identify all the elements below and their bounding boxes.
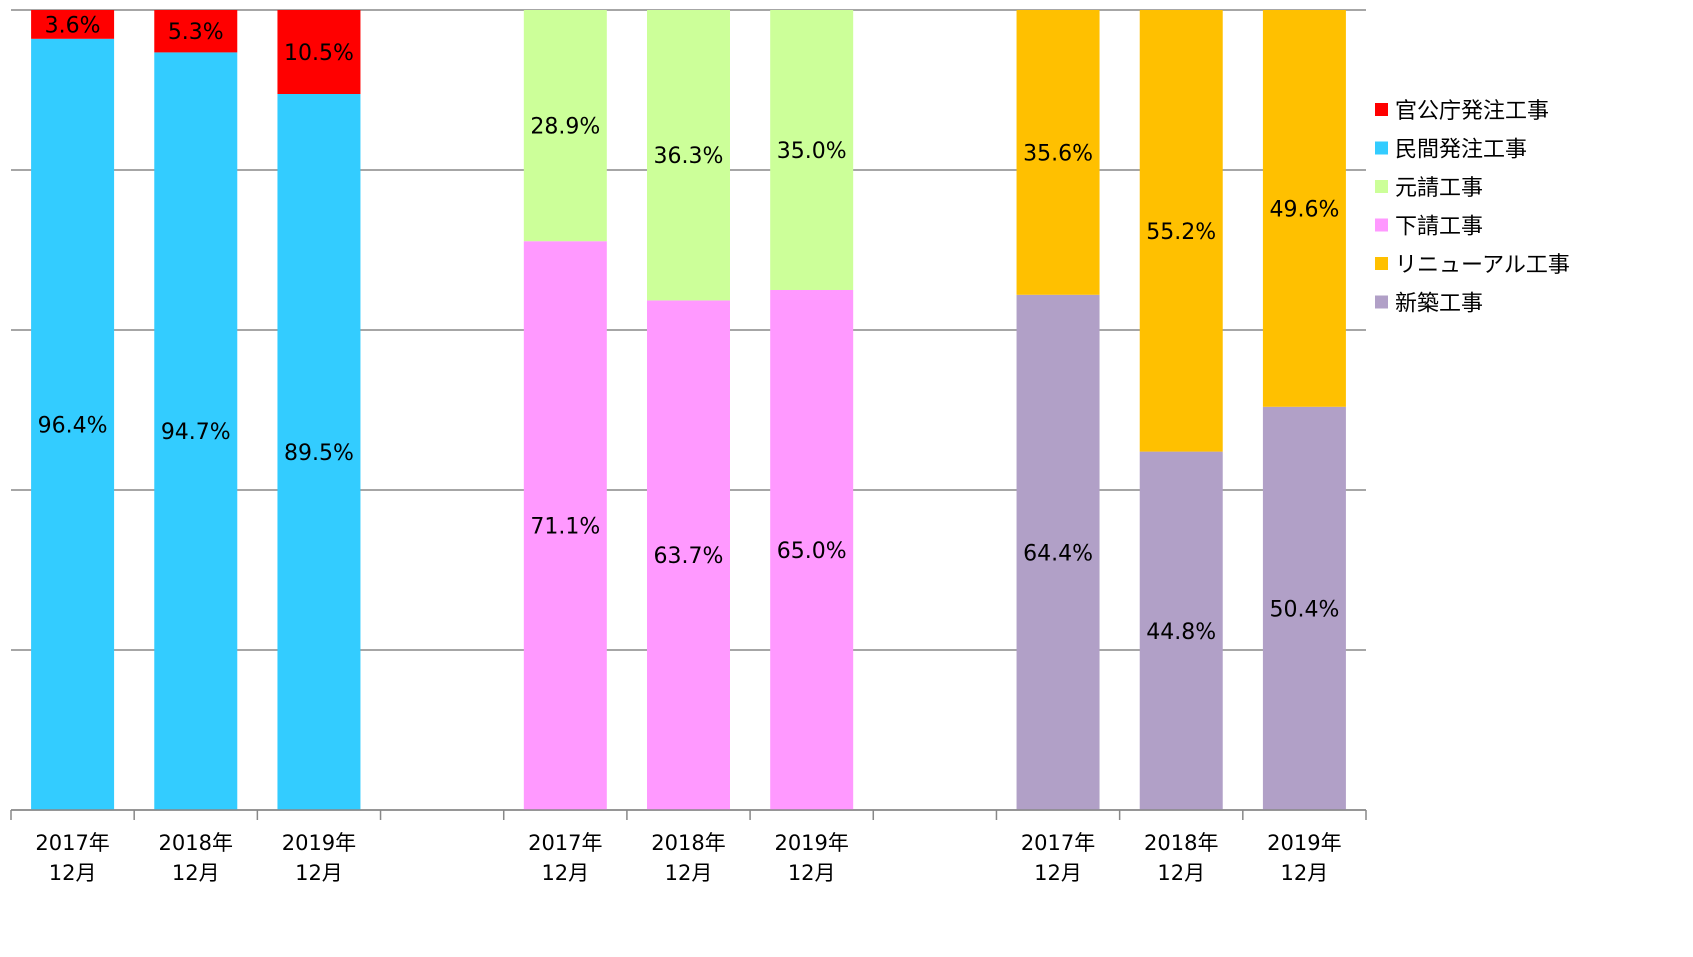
legend-item: 官公庁発注工事 [1375, 99, 1549, 124]
bar-新築工事-9 [1139, 451, 1223, 810]
data-labels: 96.4% 3.6% 94.7% 5.3% 89.5% 10.5% 71.1% 28.9% 63… [38, 13, 1340, 644]
bar-官公庁発注工事-0 [31, 10, 115, 39]
bar-新築工事-8 [1016, 294, 1100, 810]
data-label: 35.6% [1023, 141, 1093, 166]
data-label: 96.4% [38, 413, 108, 438]
bar-新築工事-10 [1262, 406, 1346, 810]
legend-swatch [1375, 103, 1388, 116]
legend-label: 下請工事 [1395, 215, 1483, 240]
data-label: 63.7% [654, 544, 724, 569]
x-tick-label: 2017年 12月 [35, 831, 109, 885]
legend-item: 新築工事 [1375, 292, 1483, 317]
x-tick-label: 2018年 12月 [159, 831, 233, 885]
data-label: 5.3% [168, 20, 224, 45]
bar-元請工事-5 [647, 10, 730, 301]
legend-item: 民間発注工事 [1375, 138, 1527, 163]
data-label: 65.0% [777, 539, 847, 564]
legend-swatch [1375, 141, 1388, 155]
data-label: 89.5% [284, 441, 354, 466]
data-label: 10.5% [284, 41, 354, 66]
bar-民間発注工事-0 [31, 38, 115, 811]
legend-swatch [1375, 218, 1388, 232]
bar-官公庁発注工事-1 [154, 10, 238, 53]
data-label: 64.4% [1023, 541, 1093, 566]
legend-swatch [1375, 257, 1388, 270]
x-tick-label: 2018年 12月 [651, 831, 725, 885]
data-label: 50.4% [1269, 597, 1339, 622]
x-tick-label: 2019年 12月 [282, 831, 356, 885]
legend-label: リニューアル工事 [1395, 253, 1570, 278]
legend-swatch [1375, 180, 1388, 193]
data-label: 49.6% [1269, 197, 1339, 222]
data-label: 55.2% [1146, 220, 1216, 245]
x-tick-label: 2019年 12月 [774, 831, 848, 885]
bar-官公庁発注工事-2 [277, 10, 361, 94]
bar-民間発注工事-1 [154, 52, 238, 810]
data-label: 3.6% [45, 13, 101, 38]
legend-swatch [1375, 295, 1388, 309]
data-label: 44.8% [1146, 620, 1216, 645]
bar-下請工事-5 [647, 300, 730, 810]
bar-リニューアル工事-9 [1139, 10, 1223, 452]
x-axis: 2017年 12月 2018年 12月 2019年 12月 2017年 12月 2018年 12月… [10, 809, 1367, 885]
bar-元請工事-4 [523, 10, 607, 242]
data-label: 35.0% [777, 139, 847, 164]
bar-下請工事-4 [523, 241, 607, 810]
legend-label: 新築工事 [1395, 292, 1483, 317]
x-tick-label: 2019年 12月 [1267, 831, 1341, 885]
bar-リニューアル工事-10 [1262, 10, 1346, 407]
data-label: 36.3% [654, 144, 724, 169]
bar-元請工事-6 [770, 10, 854, 290]
bar-民間発注工事-2 [277, 94, 361, 810]
legend-label: 元請工事 [1395, 176, 1483, 201]
x-tick-label: 2017年 12月 [528, 831, 602, 885]
x-tick-label: 2017年 12月 [1021, 831, 1095, 885]
legend-item: 下請工事 [1375, 215, 1483, 240]
bars [31, 10, 1346, 811]
x-tick-label: 2018年 12月 [1144, 831, 1218, 885]
legend-label: 民間発注工事 [1395, 138, 1527, 163]
data-label: 28.9% [530, 115, 600, 140]
data-label: 94.7% [161, 420, 231, 445]
legend-item: リニューアル工事 [1375, 253, 1570, 278]
legend-label: 官公庁発注工事 [1395, 99, 1549, 124]
bar-リニューアル工事-8 [1016, 10, 1100, 295]
bar-下請工事-6 [770, 290, 854, 810]
legend-item: 元請工事 [1375, 176, 1483, 201]
data-label: 71.1% [530, 515, 600, 540]
